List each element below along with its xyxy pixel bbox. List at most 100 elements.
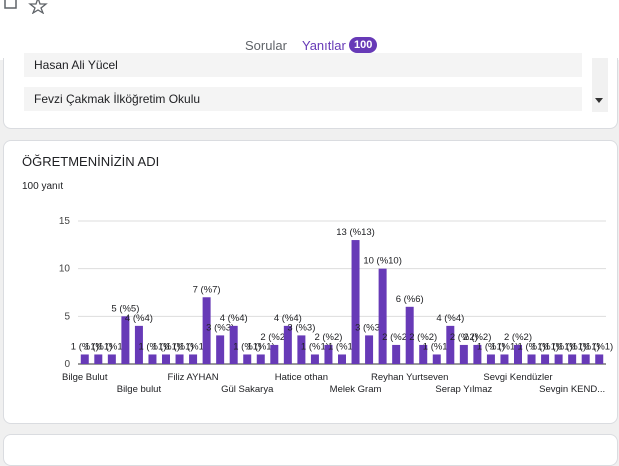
- bar: [324, 344, 333, 364]
- value-label: 1 (%1): [138, 341, 166, 352]
- value-label: 1 (%1): [71, 341, 99, 352]
- icons: [4, 0, 48, 14]
- value-label: 2 (%2): [260, 332, 288, 343]
- bar: [500, 354, 509, 364]
- header: Sorular Yanıtlar 100: [0, 0, 619, 60]
- bar: [134, 325, 143, 364]
- y-tick-label: 15: [59, 216, 71, 227]
- list-card: Hasan Ali Yücel Fevzi Çakmak İlköğretim …: [3, 53, 618, 129]
- value-label: 1 (%1): [545, 341, 573, 352]
- value-label: 2 (%2): [504, 332, 532, 343]
- value-label: 1 (%1): [558, 341, 586, 352]
- value-label: 6 (%6): [396, 294, 424, 305]
- x-tick-label: Bilge Bulut: [62, 372, 108, 383]
- bar: [189, 354, 198, 364]
- value-label: 1 (%1): [585, 341, 613, 352]
- bar: [283, 325, 292, 364]
- value-label: 4 (%4): [274, 313, 302, 324]
- bar: [581, 354, 590, 364]
- bar: [554, 354, 563, 364]
- x-tick-label: Hatice othan: [275, 372, 328, 383]
- value-label: 1 (%1): [531, 341, 559, 352]
- bar: [94, 354, 103, 364]
- chart-subtitle: 100 yanıt: [22, 181, 63, 192]
- bar: [297, 335, 306, 364]
- value-label: 1 (%1): [152, 341, 180, 352]
- bar: [392, 344, 401, 364]
- value-label: 1 (%1): [423, 341, 451, 352]
- x-tick-label: Reyhan Yurtseven: [371, 372, 448, 383]
- value-label: 1 (%1): [179, 341, 207, 352]
- value-label: 1 (%1): [166, 341, 194, 352]
- value-label: 4 (%4): [125, 313, 153, 324]
- list-item: Hasan Ali Yücel: [24, 53, 582, 77]
- bar: [80, 354, 89, 364]
- bar: [310, 354, 319, 364]
- y-tick-label: 10: [59, 264, 71, 275]
- x-tick-label: Gül Sakarya: [221, 384, 274, 395]
- bar: [486, 354, 495, 364]
- bar: [351, 240, 360, 364]
- list-item: Fevzi Çakmak İlköğretim Okulu: [24, 87, 582, 111]
- bar: [432, 354, 441, 364]
- value-label: 7 (%7): [193, 284, 221, 295]
- value-label: 1 (%1): [490, 341, 518, 352]
- value-label: 1 (%1): [84, 341, 112, 352]
- value-label: 1 (%1): [247, 341, 275, 352]
- bar: [243, 354, 252, 364]
- bar: [419, 344, 428, 364]
- badge: 100: [349, 37, 378, 53]
- chart: ÖĞRETMENİNİZİN ADI 100 yanıt 0 5 10 15 1 (%1…: [22, 154, 613, 395]
- tab[interactable]: Sorular: [245, 38, 287, 53]
- bar: [121, 316, 130, 364]
- x-tick-label: Sevgin KEND...: [539, 384, 605, 395]
- value-label: 3 (%3): [206, 322, 234, 333]
- bar: [216, 335, 225, 364]
- value-label: 2 (%2): [314, 332, 342, 343]
- chart-title: ÖĞRETMENİNİZİN ADI: [22, 154, 159, 169]
- value-label: 1 (%1): [233, 341, 261, 352]
- bar: [229, 325, 238, 364]
- bar: [405, 306, 414, 364]
- y-tick-label: 5: [64, 311, 70, 322]
- bar: [175, 354, 184, 364]
- bar: [595, 354, 604, 364]
- bar: [446, 325, 455, 364]
- value-label: 10 (%10): [363, 256, 402, 267]
- bar: [338, 354, 346, 364]
- x-tick-label: Melek Gram: [330, 384, 382, 395]
- value-label: 1 (%1): [98, 341, 126, 352]
- value-label: 1 (%1): [477, 341, 505, 352]
- value-label: 13 (%13): [336, 227, 375, 238]
- bar: [541, 354, 550, 364]
- scroll-arrow[interactable]: [595, 98, 605, 104]
- value-label: 5 (%5): [111, 303, 139, 314]
- x-tick-label: Bilge bulut: [117, 384, 162, 395]
- bar: [148, 354, 157, 364]
- bar: [256, 354, 265, 364]
- bar: [514, 344, 522, 364]
- bar: [568, 354, 577, 364]
- value-label: 1 (%1): [518, 341, 546, 352]
- chart-card: [3, 140, 618, 424]
- value-label: 1 (%1): [572, 341, 600, 352]
- bar: [107, 354, 116, 364]
- x-tick-label: Sevgi Kendüzler: [483, 372, 552, 383]
- value-label: 2 (%2): [450, 332, 478, 343]
- bar: [459, 344, 468, 364]
- bar: [527, 354, 536, 364]
- value-label: 4 (%4): [220, 313, 248, 324]
- value-label: 1 (%1): [301, 341, 329, 352]
- x-tick-label: Serap Yılmaz: [435, 384, 492, 395]
- value-label: 1 (%1): [328, 341, 356, 352]
- bar: [202, 297, 211, 364]
- x-tick-label: Filiz AYHAN: [168, 372, 219, 383]
- value-label: 2 (%2): [463, 332, 491, 343]
- bar: [378, 268, 387, 364]
- tab[interactable]: Yanıtlar: [302, 38, 346, 53]
- bar: [270, 344, 279, 364]
- value-label: 3 (%3): [287, 322, 315, 333]
- value-label: 3 (%3): [355, 322, 383, 333]
- bar: [365, 335, 374, 364]
